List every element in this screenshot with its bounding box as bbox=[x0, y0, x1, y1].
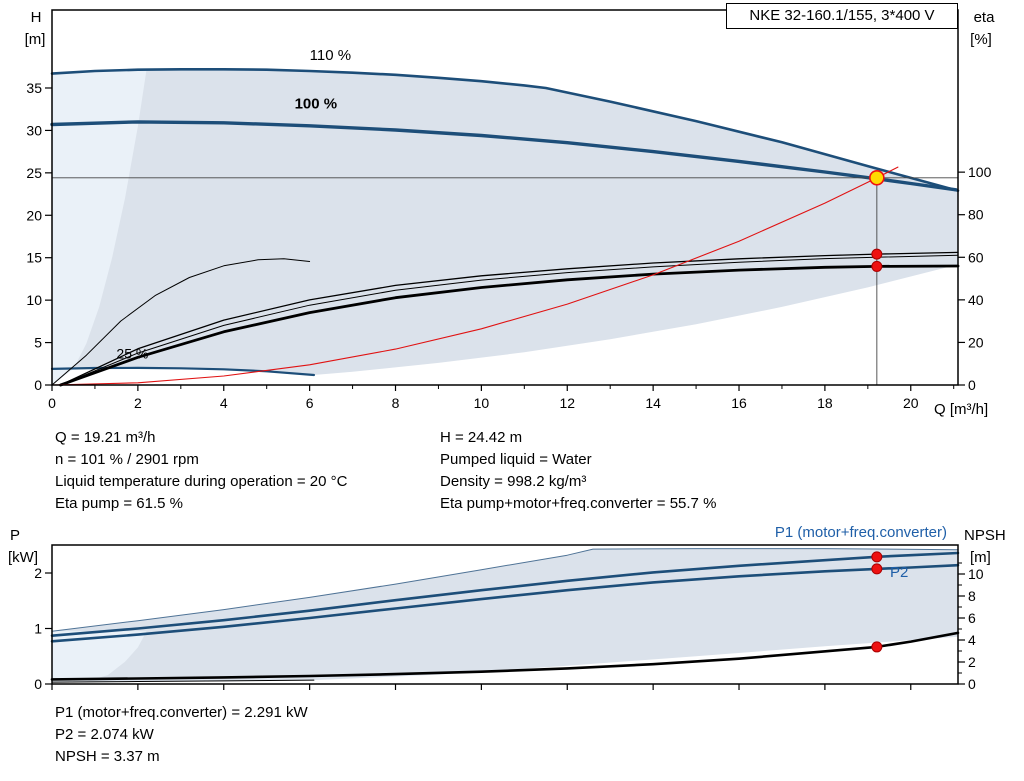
x-tick-label: 2 bbox=[134, 395, 142, 411]
x-tick-label: 10 bbox=[474, 395, 490, 411]
low-flow-region bbox=[52, 69, 147, 385]
info-line-eta-total: Eta pump+motor+freq.converter = 55.7 % bbox=[440, 495, 717, 512]
x-tick-label: 16 bbox=[731, 395, 747, 411]
duty-point[interactable] bbox=[869, 169, 885, 186]
npsh-point bbox=[871, 641, 883, 653]
y-tick-label: 20 bbox=[968, 334, 984, 350]
left-axis-title: [m] bbox=[25, 31, 46, 48]
info-line-npsh: NPSH = 3.37 m bbox=[55, 748, 160, 765]
x-tick-label: 8 bbox=[392, 395, 400, 411]
x-axis-title: Q [m³/h] bbox=[934, 401, 988, 418]
y-tick-label: 25 bbox=[26, 165, 42, 181]
y-tick-label: 2 bbox=[968, 654, 976, 670]
info-line-liquid-temperature: Liquid temperature during operation = 20… bbox=[55, 473, 348, 490]
allowed-operating-envelope bbox=[52, 69, 958, 376]
pump-model-title: NKE 32-160.1/155, 3*400 V bbox=[726, 3, 958, 29]
x-tick-label: 20 bbox=[903, 395, 919, 411]
eta-total-curve bbox=[59, 264, 960, 387]
qh-eta-chart-frame bbox=[51, 9, 959, 386]
p2-curve-label: P2 bbox=[890, 564, 909, 581]
y-tick-label: 60 bbox=[968, 249, 984, 265]
min-speed-power-line bbox=[51, 679, 315, 683]
eta-low-speed-curve bbox=[51, 258, 311, 386]
y-tick-label: 0 bbox=[34, 377, 42, 393]
y-tick-label: 35 bbox=[26, 80, 42, 96]
eta-pump-curve bbox=[59, 251, 959, 386]
x-tick-label: 6 bbox=[306, 395, 314, 411]
y-tick-label: 10 bbox=[26, 292, 42, 308]
label-25pct: 25 % bbox=[116, 346, 148, 362]
y-tick-label: 10 bbox=[968, 566, 984, 582]
info-line-p1: P1 (motor+freq.converter) = 2.291 kW bbox=[55, 704, 308, 721]
right-axis-title: [%] bbox=[970, 31, 992, 48]
y-tick-label: 0 bbox=[968, 676, 976, 692]
power-envelope-top-line bbox=[51, 548, 959, 632]
info-line-p2: P2 = 2.074 kW bbox=[55, 726, 154, 743]
power-low-flow-region bbox=[52, 631, 147, 683]
x-tick-label: 4 bbox=[220, 395, 228, 411]
y-tick-label: 100 bbox=[968, 164, 992, 180]
duty-info-right-column: H = 24.42 m Pumped liquid = Water Densit… bbox=[440, 427, 716, 515]
y-tick-label: 80 bbox=[968, 207, 984, 223]
y-tick-label: 8 bbox=[968, 588, 976, 604]
info-line-speed: n = 101 % / 2901 rpm bbox=[55, 451, 199, 468]
info-line-head: H = 24.42 m bbox=[440, 429, 523, 446]
x-tick-label: 14 bbox=[645, 395, 661, 411]
y-tick-label: 2 bbox=[34, 565, 42, 581]
y-tick-label: 0 bbox=[968, 377, 976, 393]
head-curve-25pct bbox=[50, 366, 315, 377]
info-line-pumped-liquid: Pumped liquid = Water bbox=[440, 451, 592, 468]
eta-pump-point bbox=[871, 248, 883, 260]
x-tick-label: 18 bbox=[817, 395, 833, 411]
right-axis-title: [m] bbox=[970, 549, 991, 566]
label-100pct: 100 % bbox=[295, 95, 338, 112]
p2-point bbox=[871, 563, 883, 575]
y-tick-label: 15 bbox=[26, 250, 42, 266]
p1-point bbox=[871, 551, 883, 563]
info-line-flow: Q = 19.21 m³/h bbox=[55, 429, 156, 446]
y-tick-label: 40 bbox=[968, 292, 984, 308]
affinity-parabola bbox=[51, 166, 899, 386]
duty-info-left-column: Q = 19.21 m³/h n = 101 % / 2901 rpm Liqu… bbox=[55, 427, 347, 515]
power-npsh-chart-frame bbox=[51, 544, 959, 685]
left-axis-title: H bbox=[31, 9, 42, 26]
left-axis-title: P bbox=[10, 527, 20, 544]
y-tick-label: 20 bbox=[26, 207, 42, 223]
info-line-density: Density = 998.2 kg/m³ bbox=[440, 473, 587, 490]
right-axis-title: eta bbox=[974, 9, 996, 26]
p1-curve-label: P1 (motor+freq.converter) bbox=[774, 524, 947, 541]
y-tick-label: 1 bbox=[34, 621, 42, 637]
power-info-column: P1 (motor+freq.converter) = 2.291 kW P2 … bbox=[55, 702, 308, 768]
left-axis-title: [kW] bbox=[8, 549, 38, 566]
power-npsh-chart: 0 1 2 P [kW] 0 2 4 6 8 10 NPSH [m] bbox=[8, 527, 1006, 692]
head-curve-110pct bbox=[50, 68, 960, 192]
right-axis-title: NPSH bbox=[964, 527, 1006, 544]
y-tick-label: 4 bbox=[968, 632, 976, 648]
label-110pct: 110 % bbox=[310, 47, 351, 64]
y-tick-label: 30 bbox=[26, 122, 42, 138]
eta-total-point bbox=[871, 260, 883, 272]
y-tick-label: 6 bbox=[968, 610, 976, 626]
x-tick-label: 0 bbox=[48, 395, 56, 411]
x-tick-label: 12 bbox=[559, 395, 575, 411]
y-tick-label: 0 bbox=[34, 676, 42, 692]
y-tick-label: 5 bbox=[34, 335, 42, 351]
info-line-eta-pump: Eta pump = 61.5 % bbox=[55, 495, 183, 512]
eta-secondary-curve bbox=[60, 254, 959, 386]
qh-eta-chart: 0 2 4 6 8 10 12 14 16 18 20 0 5 10 15 20 25 30 35 H [m] 0 20 40… bbox=[25, 9, 996, 418]
power-envelope bbox=[52, 548, 958, 683]
